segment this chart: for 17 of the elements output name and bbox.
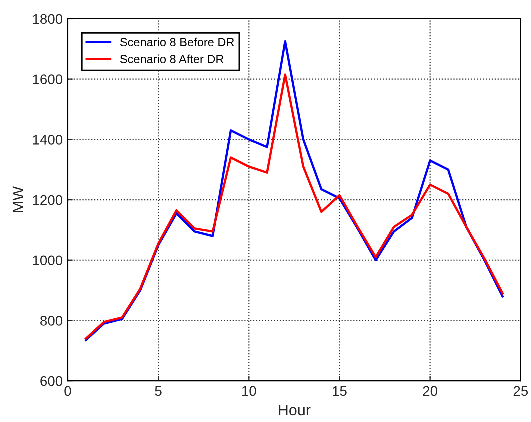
y-tick-label: 1200 xyxy=(33,195,63,206)
y-tick-label: 1000 xyxy=(33,256,63,266)
x-axis-title: Hour xyxy=(279,404,311,416)
x-tick-label: 10 xyxy=(242,386,256,396)
y-axis-title: MW xyxy=(12,186,24,212)
y-tick-label: 1600 xyxy=(33,74,63,85)
y-tick-label: 1400 xyxy=(33,135,63,145)
x-tick-label: 0 xyxy=(64,386,72,396)
x-tick-label: 20 xyxy=(423,386,438,396)
y-tick-label: 800 xyxy=(40,316,63,326)
x-tick-label: 25 xyxy=(514,386,528,396)
x-tick-label: 15 xyxy=(333,386,347,396)
y-tick-label: 1800 xyxy=(33,14,63,24)
x-tick-label: 5 xyxy=(155,386,162,396)
legend-label: Scenario 8 After DR xyxy=(120,54,224,64)
y-tick-label: 600 xyxy=(40,376,63,386)
legend-label: Scenario 8 Before DR xyxy=(120,38,234,47)
